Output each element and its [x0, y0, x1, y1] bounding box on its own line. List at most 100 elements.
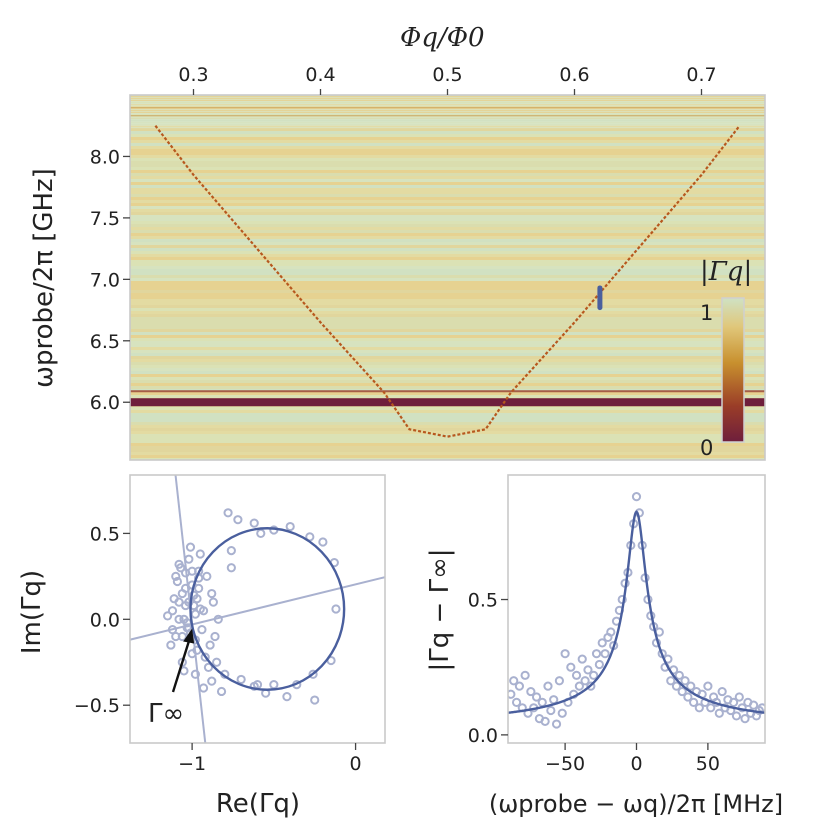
colorbar-gradient — [721, 297, 745, 443]
spectrum-data-point — [574, 681, 584, 691]
tangent-guide-line — [130, 576, 385, 641]
heatmap-row — [130, 119, 765, 122]
iq-data-point — [162, 611, 173, 621]
heatmap-row — [130, 434, 765, 437]
heatmap-ytick-label: 7.5 — [90, 208, 120, 230]
heatmap-row — [130, 164, 765, 167]
spectrum-data-point — [546, 705, 556, 716]
spectrum-data-point — [580, 676, 590, 686]
heatmap-row — [130, 233, 765, 236]
iq-data-point — [171, 571, 181, 581]
heatmap-row — [130, 101, 765, 104]
iq-data-point — [256, 528, 266, 539]
iq-data-point — [174, 614, 184, 624]
spectrum-data-point — [734, 692, 744, 702]
iq-data-point — [203, 662, 214, 673]
spectrum-xtick-label: 50 — [696, 753, 720, 775]
iq-data-point — [269, 679, 279, 690]
iq-data-point — [213, 614, 223, 624]
heatmap-ytick-label: 6.5 — [90, 331, 120, 353]
heatmap-noise-row — [130, 107, 765, 109]
heatmap-ytick-label: 7.0 — [90, 269, 120, 291]
heatmap-row — [130, 344, 765, 347]
iq-data-point — [205, 640, 215, 650]
heatmap-row — [130, 323, 765, 326]
heatmap-row — [130, 179, 765, 182]
heatmap-noise-row — [130, 113, 765, 115]
iq-circle-y-axis-label: Im(Γq) — [17, 570, 47, 654]
spectrum-data-point — [591, 649, 602, 659]
iq-ytick-label: −0.5 — [74, 695, 120, 717]
heatmap-row — [130, 329, 765, 332]
iq-circle-panel: −1 0 −0.5 0.0 0.5 Re(Γq) Im(Γq) Γ∞ — [17, 474, 386, 819]
iq-data-point — [194, 583, 204, 593]
heatmap-row — [130, 431, 765, 434]
heatmap-row — [130, 335, 765, 338]
iq-data-point — [185, 542, 196, 552]
heatmap-row — [130, 266, 765, 269]
gamma-inf-label: Γ∞ — [148, 699, 184, 729]
heatmap-row — [130, 221, 765, 224]
heatmap-noise-row — [130, 123, 765, 125]
iq-data-point — [169, 594, 179, 604]
lorentzian-ticks: −50 0 50 0.0 0.5 — [468, 590, 720, 775]
heatmap-row — [130, 197, 765, 200]
heatmap-row — [130, 314, 765, 317]
lorentzian-y-axis-label: |Γq − Γ∞| — [425, 549, 455, 672]
spectrum-data-point — [706, 703, 716, 713]
spectrum-data-point — [577, 654, 587, 664]
spectrum-data-point — [597, 638, 607, 648]
heatmap-noise-row — [130, 125, 765, 127]
heatmap-row — [130, 149, 765, 152]
spectrum-data-point — [531, 692, 542, 702]
heatmap-row — [130, 383, 765, 386]
heatmap-row — [130, 251, 765, 254]
heatmap-row — [130, 332, 765, 335]
heatmap-noise-row — [130, 101, 765, 103]
iq-data-point — [197, 625, 207, 635]
heatmap-row — [130, 356, 765, 359]
heatmap-row — [130, 272, 765, 275]
iq-data-point — [190, 669, 200, 679]
iq-data-point — [208, 597, 218, 607]
heatmap-row — [130, 428, 765, 431]
spectrum-data-point — [509, 676, 519, 686]
heatmap-row — [130, 245, 765, 248]
gamma-inf-annotation: Γ∞ — [148, 628, 195, 729]
heatmap-panel: 0.3 0.4 0.5 0.6 0.7 6.0 6.5 7.0 7.5 8.0 Φq/Φ0 ωpr… — [29, 23, 766, 461]
heatmap-row — [130, 449, 765, 452]
heatmap-row — [130, 416, 765, 419]
heatmap-row — [130, 215, 765, 218]
spectrum-data-point — [717, 686, 727, 697]
heatmap-y-axis-label: ωprobe/2π [GHz] — [29, 168, 59, 388]
heatmap-row — [130, 419, 765, 422]
heatmap-overlay — [130, 125, 765, 438]
heatmap-row — [130, 257, 765, 260]
lorentzian-x-axis-label: (ωprobe − ωq)/2π [MHz] — [489, 790, 783, 818]
colorbar-tick-max: 1 — [700, 301, 713, 325]
spectrum-data-point — [674, 670, 684, 680]
iq-data-point — [318, 537, 328, 547]
iq-circle-plot — [130, 475, 385, 743]
heatmap-row — [130, 371, 765, 374]
spectrum-data-point — [526, 686, 536, 697]
spectrum-data-point — [566, 662, 576, 672]
heatmap-row — [130, 230, 765, 233]
colorbar-label: |Γq| — [700, 257, 752, 287]
heatmap-row — [130, 338, 765, 341]
heatmap-noise-row — [130, 121, 765, 123]
resonator-band — [130, 398, 765, 407]
spectrum-data-point — [520, 670, 530, 680]
heatmap-row — [130, 446, 765, 449]
heatmap-row — [130, 395, 765, 398]
heatmap-noise-row — [130, 127, 765, 129]
heatmap-row — [130, 290, 765, 293]
heatmap-row — [130, 227, 765, 230]
heatmap-row — [130, 269, 765, 272]
heatmap-row — [130, 422, 765, 425]
gamma-inf-arrow-shaft — [171, 640, 191, 693]
heatmap-row — [130, 284, 765, 287]
heatmap-ticks: 0.3 0.4 0.5 0.6 0.7 6.0 6.5 7.0 7.5 8.0 — [90, 64, 717, 414]
heatmap-row — [130, 167, 765, 170]
heatmap-row — [130, 209, 765, 212]
